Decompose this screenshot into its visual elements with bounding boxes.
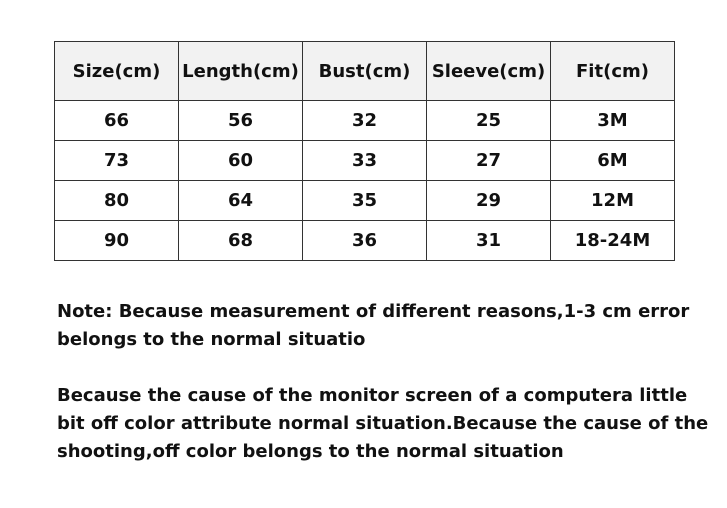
table-cell: 73 [54, 140, 179, 181]
note-line: bit off color attribute normal situation… [57, 413, 709, 434]
table-cell: 12M [550, 180, 675, 221]
table-cell: 18-24M [550, 220, 675, 261]
table-row: 66 56 32 25 3M [54, 100, 675, 141]
table-cell: 80 [54, 180, 179, 221]
table-row: 73 60 33 27 6M [54, 140, 675, 181]
header-row: Size(cm) Length(cm) Bust(cm) Sleeve(cm) Fit(… [54, 41, 675, 101]
note-line: Note: Because measurement of different r… [57, 301, 690, 322]
table-cell: 64 [178, 180, 303, 221]
table-cell: 3M [550, 100, 675, 141]
note-line: belongs to the normal situatio [57, 329, 366, 350]
table-cell: 66 [54, 100, 179, 141]
table-cell: 31 [426, 220, 551, 261]
table-cell: 35 [302, 180, 427, 221]
note-line: Because the cause of the monitor screen … [57, 385, 688, 406]
table-cell: 33 [302, 140, 427, 181]
table-cell: 36 [302, 220, 427, 261]
table-cell: 25 [426, 100, 551, 141]
table-cell: 60 [178, 140, 303, 181]
header-cell: Bust(cm) [302, 41, 427, 101]
table-cell: 90 [54, 220, 179, 261]
table-cell: 68 [178, 220, 303, 261]
note-paragraph: Note: Because measurement of different r… [57, 298, 708, 354]
header-cell: Length(cm) [178, 41, 303, 101]
table-cell: 56 [178, 100, 303, 141]
table-row: 80 64 35 29 12M [54, 180, 675, 221]
notes: Note: Because measurement of different r… [57, 298, 708, 494]
size-table: Size(cm) Length(cm) Bust(cm) Sleeve(cm) Fit(… [54, 41, 675, 261]
header-cell: Sleeve(cm) [426, 41, 551, 101]
note-paragraph: Because the cause of the monitor screen … [57, 382, 708, 466]
header-cell: Size(cm) [54, 41, 179, 101]
table-cell: 32 [302, 100, 427, 141]
table-row: 90 68 36 31 18-24M [54, 220, 675, 261]
table-cell: 29 [426, 180, 551, 221]
table-cell: 6M [550, 140, 675, 181]
header-cell: Fit(cm) [550, 41, 675, 101]
table-cell: 27 [426, 140, 551, 181]
note-line: shooting,off color belongs to the normal… [57, 441, 564, 462]
